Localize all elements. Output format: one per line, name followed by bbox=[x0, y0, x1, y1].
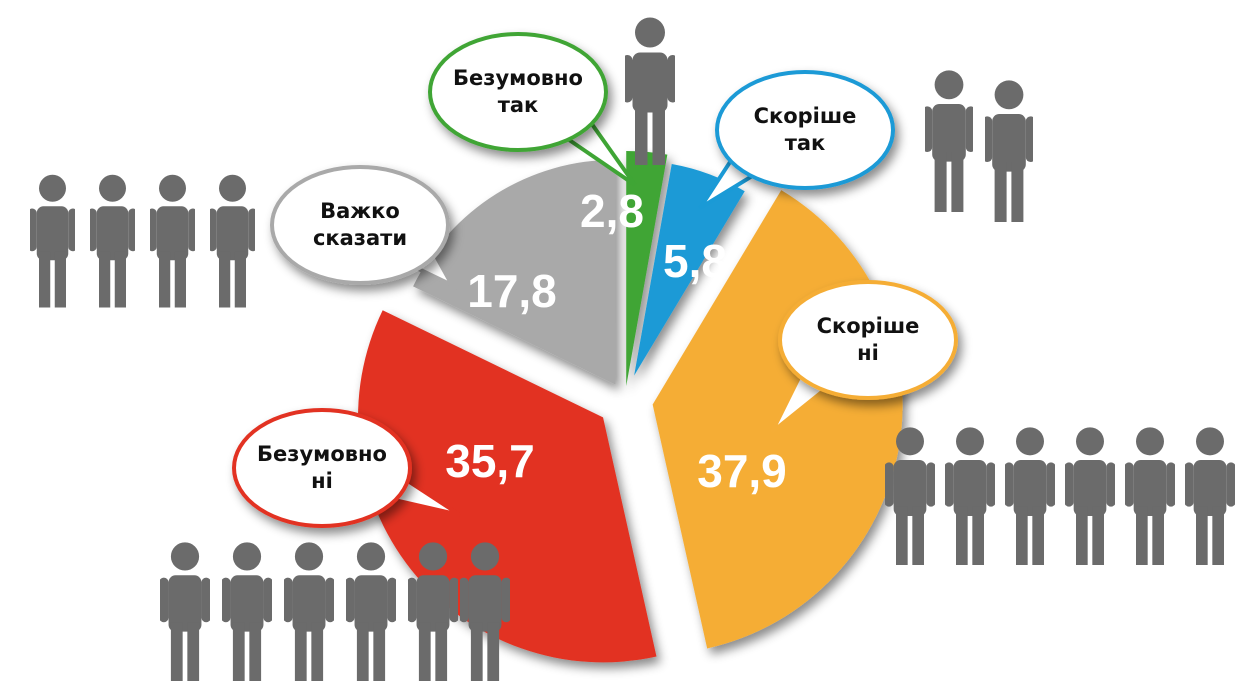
legend-label: Скоріше ні bbox=[817, 313, 920, 367]
person-icon bbox=[283, 542, 335, 681]
legend-label: Безумовно ні bbox=[257, 441, 387, 495]
legend-label: Скоріше так bbox=[754, 103, 857, 157]
legend-label: Важко сказати bbox=[313, 198, 407, 252]
legend-label: Безумовно так bbox=[453, 65, 583, 119]
person-icon bbox=[623, 18, 678, 166]
person-icon bbox=[221, 542, 273, 681]
person-icon bbox=[1184, 427, 1235, 565]
person-icon bbox=[1064, 427, 1115, 565]
person-icon bbox=[983, 80, 1036, 222]
chart: 2,8 5,8 37,9 35,7 17,8 bbox=[0, 0, 1249, 681]
person-icon bbox=[208, 175, 258, 308]
person-icon bbox=[923, 70, 976, 212]
value-label: 17,8 bbox=[467, 265, 557, 317]
person-icon bbox=[88, 175, 138, 308]
person-icon bbox=[1004, 427, 1055, 565]
infographic: 2,8 5,8 37,9 35,7 17,8 Безумовно так Скоріше … bbox=[0, 0, 1249, 681]
value-label: 5,8 bbox=[663, 235, 727, 287]
value-label: 37,9 bbox=[697, 445, 787, 497]
person-icon bbox=[148, 175, 198, 308]
person-icon bbox=[345, 542, 397, 681]
person-icon bbox=[944, 427, 995, 565]
person-icon bbox=[159, 542, 211, 681]
person-icon bbox=[28, 175, 78, 308]
value-label: 35,7 bbox=[445, 435, 535, 487]
person-icon bbox=[1124, 427, 1175, 565]
value-label: 2,8 bbox=[580, 185, 644, 237]
